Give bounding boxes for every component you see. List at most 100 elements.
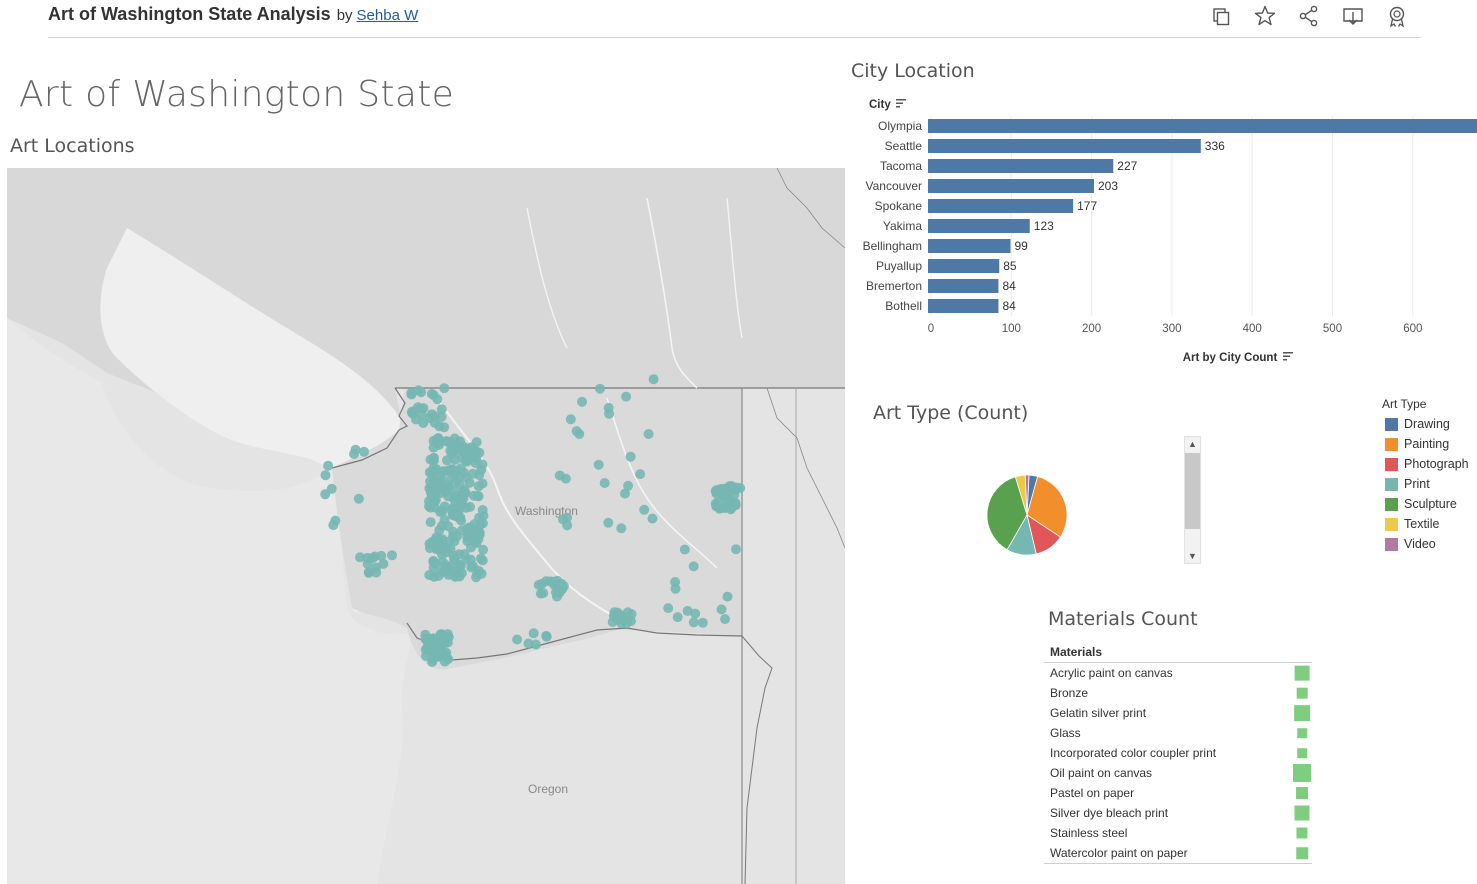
art-location-point[interactable] <box>731 544 741 555</box>
pie-slice-painting[interactable] <box>1026 475 1068 538</box>
art-location-point[interactable] <box>467 468 478 479</box>
art-location-point[interactable] <box>423 633 434 644</box>
pie-slice-video[interactable] <box>1024 474 1030 516</box>
legend-item-print[interactable]: Print <box>1382 474 1477 494</box>
download-icon[interactable] <box>1340 4 1366 28</box>
art-location-point[interactable] <box>433 544 444 555</box>
materials-column-header[interactable]: Materials <box>1044 644 1312 663</box>
art-location-point[interactable] <box>623 480 634 491</box>
city-location-bar-chart[interactable]: City 0 100 200 300 400 500 600 Olympia Seattle 336… <box>847 90 1477 370</box>
pie-slice-sculpture[interactable] <box>986 476 1028 551</box>
duplicate-icon[interactable] <box>1208 4 1234 28</box>
art-location-point[interactable] <box>431 434 442 445</box>
art-location-point[interactable] <box>635 469 646 480</box>
art-location-point[interactable] <box>437 565 448 576</box>
art-location-point[interactable] <box>523 638 534 649</box>
art-location-point[interactable] <box>731 482 742 493</box>
materials-count-mark[interactable] <box>1296 827 1308 839</box>
art-location-point[interactable] <box>688 561 699 572</box>
city-label[interactable]: Bremerton <box>866 279 922 293</box>
city-bar[interactable] <box>928 179 1095 193</box>
materials-count-mark[interactable] <box>1297 748 1307 758</box>
art-location-point[interactable] <box>369 551 380 562</box>
art-location-point[interactable] <box>469 519 480 529</box>
art-location-point[interactable] <box>427 468 438 479</box>
city-label[interactable]: Vancouver <box>866 179 922 193</box>
art-location-point[interactable] <box>437 506 448 517</box>
materials-count-mark[interactable] <box>1294 805 1310 821</box>
art-location-point[interactable] <box>424 570 435 580</box>
art-location-point[interactable] <box>449 554 460 565</box>
art-location-point[interactable] <box>445 445 456 456</box>
art-location-point[interactable] <box>424 543 435 554</box>
city-label[interactable]: Spokane <box>875 199 923 213</box>
city-bar[interactable] <box>928 119 1477 133</box>
materials-count-mark[interactable] <box>1297 728 1307 738</box>
art-location-point[interactable] <box>535 588 546 599</box>
legend-item-sculpture[interactable]: Sculpture <box>1382 494 1477 514</box>
art-location-point[interactable] <box>603 517 614 528</box>
art-location-point[interactable] <box>446 472 457 483</box>
city-bar[interactable] <box>928 259 1000 273</box>
art-location-point[interactable] <box>430 411 441 422</box>
art-location-point[interactable] <box>478 544 489 555</box>
materials-row[interactable]: Bronze <box>1044 683 1312 703</box>
art-location-point[interactable] <box>371 567 382 578</box>
art-location-point[interactable] <box>363 567 374 578</box>
legend-item-textile[interactable]: Textile <box>1382 514 1477 534</box>
art-location-point[interactable] <box>413 385 424 396</box>
art-location-point[interactable] <box>471 538 482 549</box>
x-axis-title[interactable]: Art by City Count <box>1183 352 1278 364</box>
art-location-point[interactable] <box>359 446 369 457</box>
art-location-point[interactable] <box>443 632 454 643</box>
art-location-point[interactable] <box>670 583 681 594</box>
art-location-point[interactable] <box>639 504 650 515</box>
art-location-point[interactable] <box>577 396 587 407</box>
art-location-point[interactable] <box>458 467 469 478</box>
city-label[interactable]: Bothell <box>885 299 922 313</box>
legend-scrollbar[interactable]: ▲ ▼ <box>1184 436 1201 564</box>
art-location-point[interactable] <box>439 383 450 394</box>
art-location-point[interactable] <box>470 458 481 468</box>
materials-count-mark[interactable] <box>1294 705 1310 721</box>
legend-item-photograph[interactable]: Photograph <box>1382 454 1477 474</box>
art-location-point[interactable] <box>448 509 459 520</box>
art-location-point[interactable] <box>421 651 431 661</box>
city-label[interactable]: Yakima <box>883 219 922 233</box>
art-location-point[interactable] <box>477 518 488 529</box>
art-location-point[interactable] <box>471 572 482 583</box>
art-location-point[interactable] <box>436 404 447 415</box>
materials-row[interactable]: Pastel on paper <box>1044 783 1312 803</box>
art-location-point[interactable] <box>647 513 658 524</box>
art-location-point[interactable] <box>603 402 614 413</box>
art-location-point[interactable] <box>536 578 547 589</box>
art-location-point[interactable] <box>477 505 488 515</box>
legend-item-drawing[interactable]: Drawing <box>1382 414 1477 434</box>
materials-count-mark[interactable] <box>1296 687 1308 699</box>
art-location-point[interactable] <box>643 429 654 439</box>
art-location-point[interactable] <box>725 504 736 515</box>
art-location-point[interactable] <box>722 591 733 602</box>
art-location-point[interactable] <box>554 470 565 481</box>
art-location-point[interactable] <box>612 607 623 618</box>
city-label[interactable]: Tacoma <box>880 159 922 173</box>
art-location-point[interactable] <box>442 455 452 466</box>
materials-row[interactable]: Gelatin silver print <box>1044 703 1312 723</box>
art-location-point[interactable] <box>432 394 443 405</box>
art-location-point[interactable] <box>716 604 727 615</box>
art-type-pie-chart[interactable] <box>970 460 1080 570</box>
city-label[interactable]: Bellingham <box>863 239 922 253</box>
materials-row[interactable]: Silver dye bleach print <box>1044 803 1312 823</box>
art-location-point[interactable] <box>407 408 418 419</box>
art-location-point[interactable] <box>459 488 470 499</box>
art-location-point[interactable] <box>679 544 690 555</box>
city-bar[interactable] <box>928 299 999 313</box>
city-bar[interactable] <box>928 159 1114 173</box>
art-location-point[interactable] <box>428 442 439 453</box>
art-location-point[interactable] <box>430 478 441 489</box>
art-location-point[interactable] <box>474 529 485 540</box>
materials-row[interactable]: Oil paint on canvas <box>1044 763 1312 783</box>
art-location-point[interactable] <box>599 478 610 488</box>
city-label[interactable]: Olympia <box>878 119 922 133</box>
city-bar[interactable] <box>928 139 1201 153</box>
